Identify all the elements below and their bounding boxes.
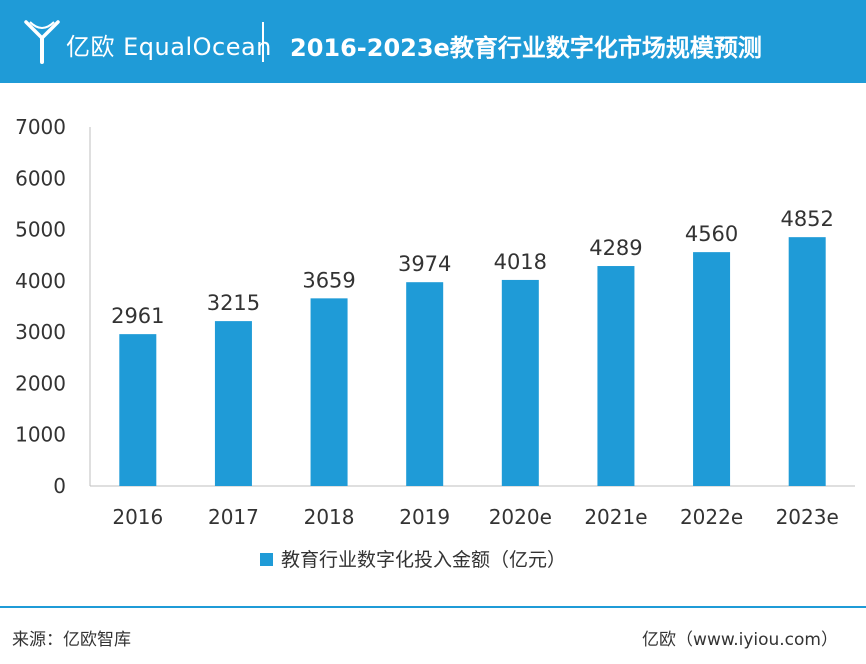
x-tick-label: 2022e xyxy=(680,505,743,529)
x-tick-label: 2020e xyxy=(489,505,552,529)
data-label: 4289 xyxy=(589,236,642,260)
legend-label: 教育行业数字化投入金额（亿元） xyxy=(281,549,566,571)
site-text: 亿欧（www.iyiou.com） xyxy=(642,630,838,650)
bar xyxy=(693,252,731,486)
y-tick-label: 3000 xyxy=(15,320,66,344)
bars xyxy=(119,237,826,486)
chart-title: 2016-2023e教育行业数字化市场规模预测 xyxy=(290,34,762,62)
x-tick-label: 2019 xyxy=(399,505,450,529)
y-tick-label: 1000 xyxy=(15,423,66,447)
legend: 教育行业数字化投入金额（亿元） xyxy=(260,549,566,571)
data-label: 2961 xyxy=(111,304,164,328)
y-tick-label: 2000 xyxy=(15,371,66,395)
y-tick-label: 6000 xyxy=(15,166,66,190)
logo-text: 亿欧 EqualOcean xyxy=(66,33,272,61)
x-tick-label: 2017 xyxy=(208,505,259,529)
y-tick-label: 4000 xyxy=(15,269,66,293)
x-tick-label: 2018 xyxy=(304,505,355,529)
x-axis-tick-labels: 2016 2017 2018 2019 2020e 2021e 2022e 2023e xyxy=(112,505,838,529)
y-axis-tick-labels: 0 1000 2000 3000 4000 5000 6000 7000 xyxy=(15,115,66,498)
bar xyxy=(214,321,252,486)
x-tick-label: 2021e xyxy=(584,505,647,529)
y-tick-label: 7000 xyxy=(15,115,66,139)
data-label: 4560 xyxy=(685,222,738,246)
header-divider xyxy=(262,22,264,62)
data-label: 3215 xyxy=(207,291,260,315)
bar xyxy=(310,298,348,486)
y-tick-label: 0 xyxy=(53,474,66,498)
legend-swatch xyxy=(260,553,273,566)
header-banner: 亿欧 EqualOcean 2016-2023e教育行业数字化市场规模预测 xyxy=(0,0,866,83)
bar xyxy=(119,334,157,486)
data-label: 4018 xyxy=(494,250,547,274)
bar xyxy=(788,237,826,486)
footer-divider xyxy=(0,606,866,608)
x-tick-label: 2023e xyxy=(776,505,839,529)
bar xyxy=(501,279,539,486)
data-label: 3659 xyxy=(302,268,355,292)
bar xyxy=(597,266,635,486)
y-tick-label: 5000 xyxy=(15,218,66,242)
source-text: 来源：亿欧智库 xyxy=(12,630,131,650)
bar-chart: 0 1000 2000 3000 4000 5000 6000 7000 2961 3215 36… xyxy=(15,115,855,571)
data-label: 4852 xyxy=(780,207,833,231)
x-tick-label: 2016 xyxy=(112,505,163,529)
equalocean-logo-icon xyxy=(24,20,60,64)
bar xyxy=(406,282,444,486)
data-labels: 2961 3215 3659 3974 4018 4289 4560 4852 xyxy=(111,207,834,328)
data-label: 3974 xyxy=(398,252,451,276)
